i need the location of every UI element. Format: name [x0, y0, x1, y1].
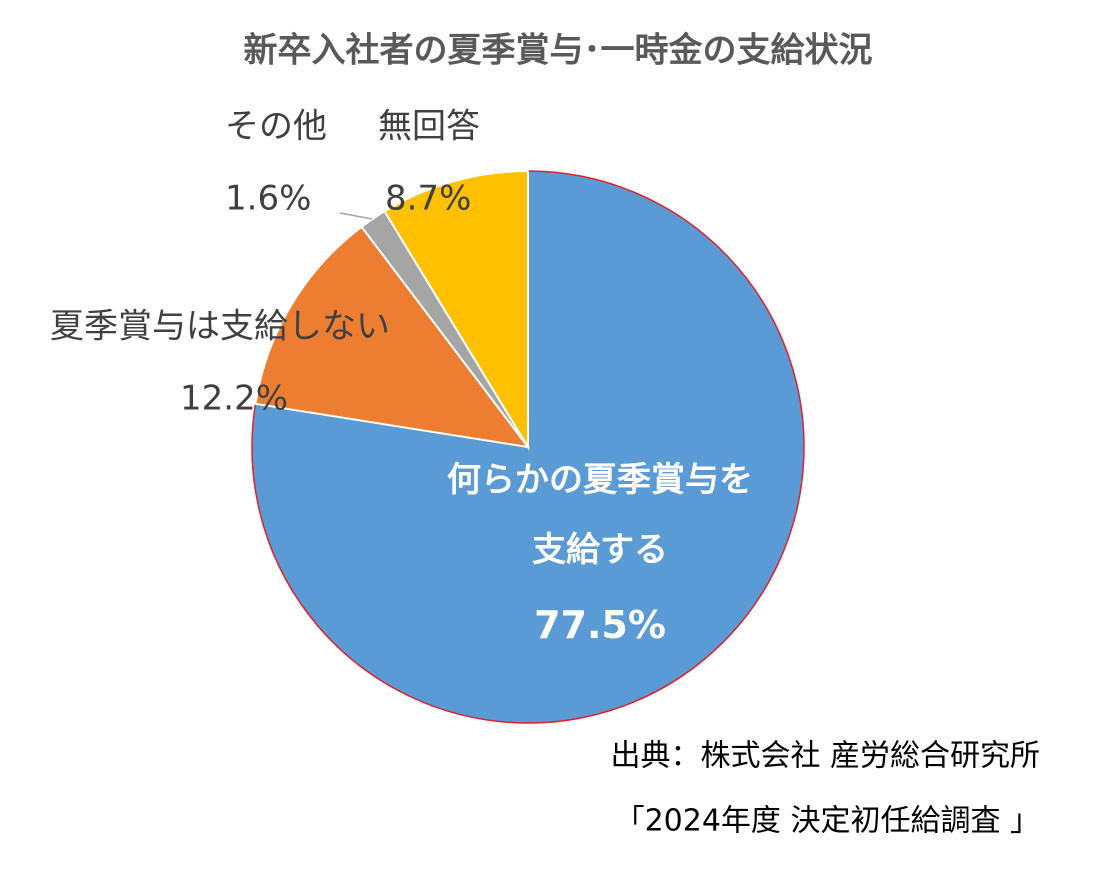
category-label: 夏季賞与は支給しない: [50, 307, 390, 347]
value-label: 77.5%: [534, 603, 666, 647]
source: 「2024年度 決定初任給調査 」: [615, 804, 1040, 839]
leader-line: [339, 212, 373, 220]
slice-label: 何らかの夏季賞与を支給する 77.5%: [440, 445, 760, 665]
category-label: 無回答: [378, 107, 480, 147]
category-label: その他: [225, 107, 327, 147]
pie-slice: [383, 169, 529, 451]
pie-slice: [251, 170, 805, 724]
value-label: 1.6%: [225, 179, 311, 219]
source: 出典：株式会社 産労総合研究所: [610, 739, 1040, 774]
value-label: 12.2%: [180, 379, 288, 419]
pie-slice: [254, 225, 531, 449]
value-label: 8.7%: [385, 179, 471, 219]
chart-title: 新卒入社者の夏季賞与･一時金の支給状況: [244, 31, 873, 71]
pie: [251, 169, 805, 724]
category-label: 何らかの夏季賞与を支給する: [447, 460, 753, 570]
